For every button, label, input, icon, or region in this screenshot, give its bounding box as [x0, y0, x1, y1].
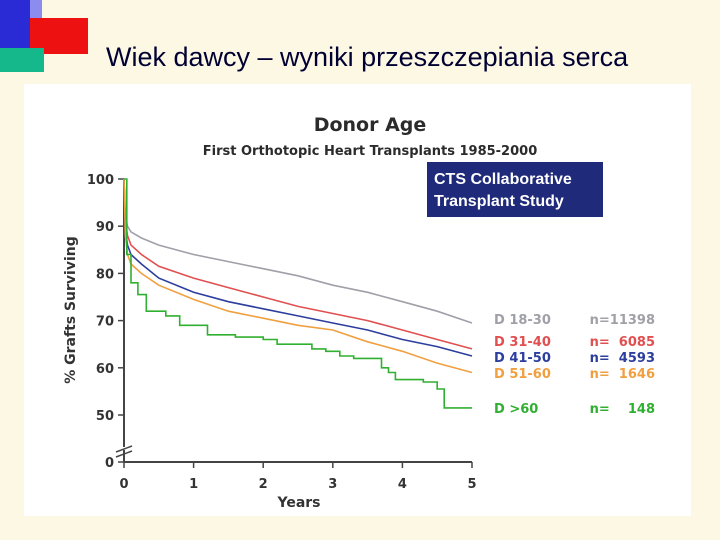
legend-n-4: n= 1646: [590, 367, 655, 382]
cts-badge-line-2: Transplant Study: [434, 193, 564, 210]
y-tick-label: 50: [96, 409, 114, 424]
legend-label-2: D 31-40: [494, 335, 551, 350]
x-tick-label: 5: [467, 477, 476, 492]
y-tick-label: 90: [96, 220, 114, 235]
cts-badge-bg: [427, 162, 603, 217]
corner-blue-strip: [30, 0, 42, 18]
series-line-1: [123, 178, 473, 324]
y-axis-label: % Grafts Surviving: [63, 236, 79, 384]
legend: D 18-30 n=11398 D 31-40 n= 6085 D 41-50 n= 45…: [494, 313, 655, 417]
x-tick-label: 3: [328, 477, 337, 492]
series-line-4: [123, 178, 473, 374]
cts-badge-line-1: CTS Collaborative: [434, 171, 572, 188]
legend-n-3: n= 4593: [590, 351, 655, 366]
corner-blue-block: [0, 0, 30, 48]
x-axis-label: Years: [276, 495, 320, 511]
legend-label-3: D 41-50: [494, 351, 551, 366]
y-tick-label: 60: [96, 362, 114, 377]
legend-n-5: n= 148: [590, 402, 655, 417]
legend-n-2: n= 6085: [590, 335, 655, 350]
axis-break-mark: [115, 445, 133, 453]
y-tick-label: 100: [87, 173, 114, 188]
x-tick-label: 1: [189, 477, 198, 492]
series-line-5: [124, 178, 472, 409]
series-line-2: [123, 178, 473, 350]
corner-teal-block: [0, 48, 44, 72]
series-line-3: [123, 178, 473, 357]
axes: 0 50 60 70 80 90 100 0 1 2 3 4 5: [87, 173, 477, 492]
chart-panel: Donor Age First Orthotopic Heart Transpl…: [24, 84, 691, 516]
legend-label-1: D 18-30: [494, 313, 551, 328]
cts-badge: CTS Collaborative Transplant Study: [427, 162, 603, 217]
x-tick-label: 4: [398, 477, 407, 492]
survival-chart: Donor Age First Orthotopic Heart Transpl…: [63, 114, 655, 511]
legend-n-1: n=11398: [590, 313, 655, 328]
axis-break-mark: [115, 450, 133, 458]
legend-label-5: D >60: [494, 402, 538, 417]
chart-title: Donor Age: [314, 114, 427, 136]
legend-label-4: D 51-60: [494, 367, 551, 382]
survival-lines: [123, 178, 473, 409]
y-tick-label: 0: [105, 456, 114, 471]
x-tick-label: 2: [259, 477, 268, 492]
y-tick-label: 80: [96, 267, 114, 282]
x-tick-label: 0: [119, 477, 128, 492]
chart-subtitle: First Orthotopic Heart Transplants 1985-…: [203, 144, 538, 159]
slide-title: Wiek dawcy – wyniki przeszczepiania serc…: [106, 42, 629, 72]
y-tick-label: 70: [96, 315, 114, 330]
